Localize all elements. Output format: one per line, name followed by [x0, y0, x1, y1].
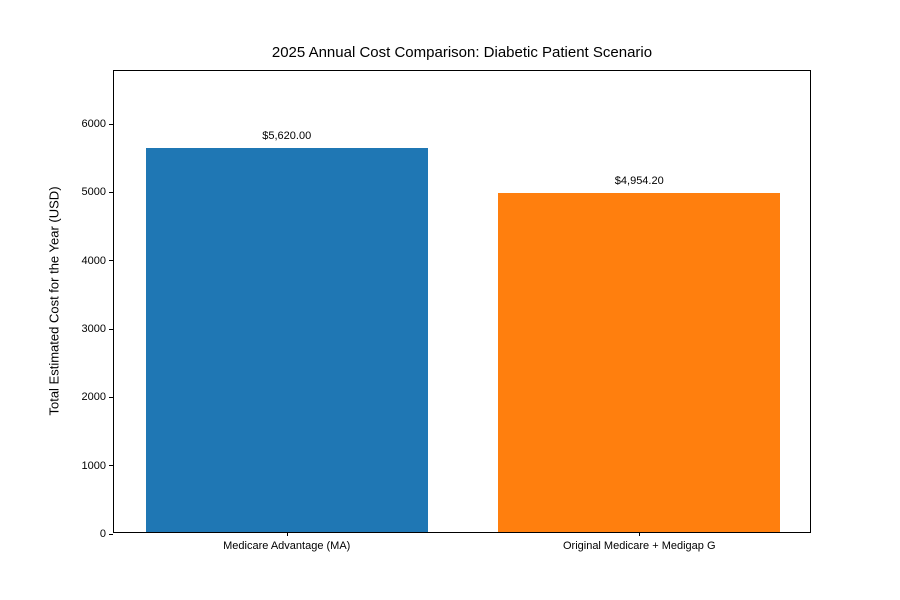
bar-0: [145, 148, 428, 532]
y-tick-label-4000: 4000: [81, 254, 106, 267]
bar-value-label-1: $4,954.20: [614, 175, 664, 188]
y-tick-mark-6000: [109, 123, 113, 125]
bar-value-label-0: $5,620.00: [262, 130, 312, 142]
y-tick-label-5000: 5000: [81, 186, 106, 199]
y-tick-mark-5000: [109, 191, 113, 193]
plot-area: $5,620.00 Medicare Advantage (MA) $4,954.2…: [82, 70, 811, 552]
x-tick-label-1: Original Medicare + Medigap G: [562, 540, 716, 552]
y-tick-mark-2000: [109, 396, 113, 398]
y-tick-label-6000: 6000: [81, 118, 106, 131]
bar-1: [498, 193, 781, 532]
y-tick-mark-1000: [109, 465, 113, 467]
x-tick-label-0: Medicare Advantage (MA): [223, 540, 351, 552]
y-tick-label-2000: 2000: [81, 391, 106, 404]
y-tick-mark-3000: [109, 328, 113, 330]
y-tick-label-1000: 1000: [81, 459, 106, 472]
y-tick-mark-4000: [109, 260, 113, 262]
x-tick-mark-0: [286, 532, 288, 536]
y-axis-label: Total Estimated Cost for the Year (USD): [46, 186, 62, 416]
y-tick-label-0: 0: [99, 528, 106, 540]
x-tick-mark-1: [639, 532, 641, 536]
y-tick-label-3000: 3000: [81, 323, 106, 335]
chart-title: 2025 Annual Cost Comparison: Diabetic Pa…: [271, 44, 653, 61]
y-tick-mark-0: [109, 533, 113, 535]
